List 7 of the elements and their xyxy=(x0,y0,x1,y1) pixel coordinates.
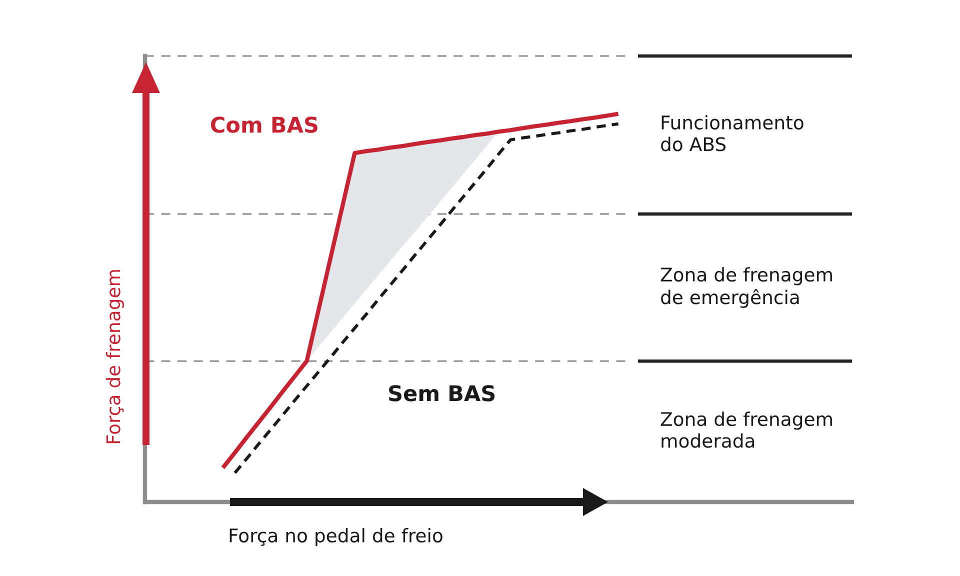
x-axis-title: Força no pedal de freio xyxy=(230,528,442,546)
text: Sem BAS xyxy=(389,385,495,402)
y-axis-title: Força de frenagem xyxy=(106,270,124,444)
annotation: Zona de frenagem de emergência xyxy=(660,267,832,308)
annotation: Zona de frenagem moderada xyxy=(660,412,832,448)
annotation: Funcionamento do ABS xyxy=(661,115,804,152)
series-label: Com BAS xyxy=(210,116,318,133)
